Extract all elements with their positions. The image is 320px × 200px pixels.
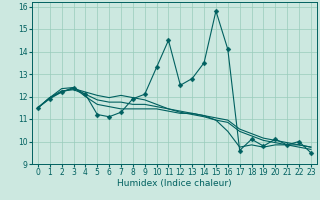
X-axis label: Humidex (Indice chaleur): Humidex (Indice chaleur)	[117, 179, 232, 188]
